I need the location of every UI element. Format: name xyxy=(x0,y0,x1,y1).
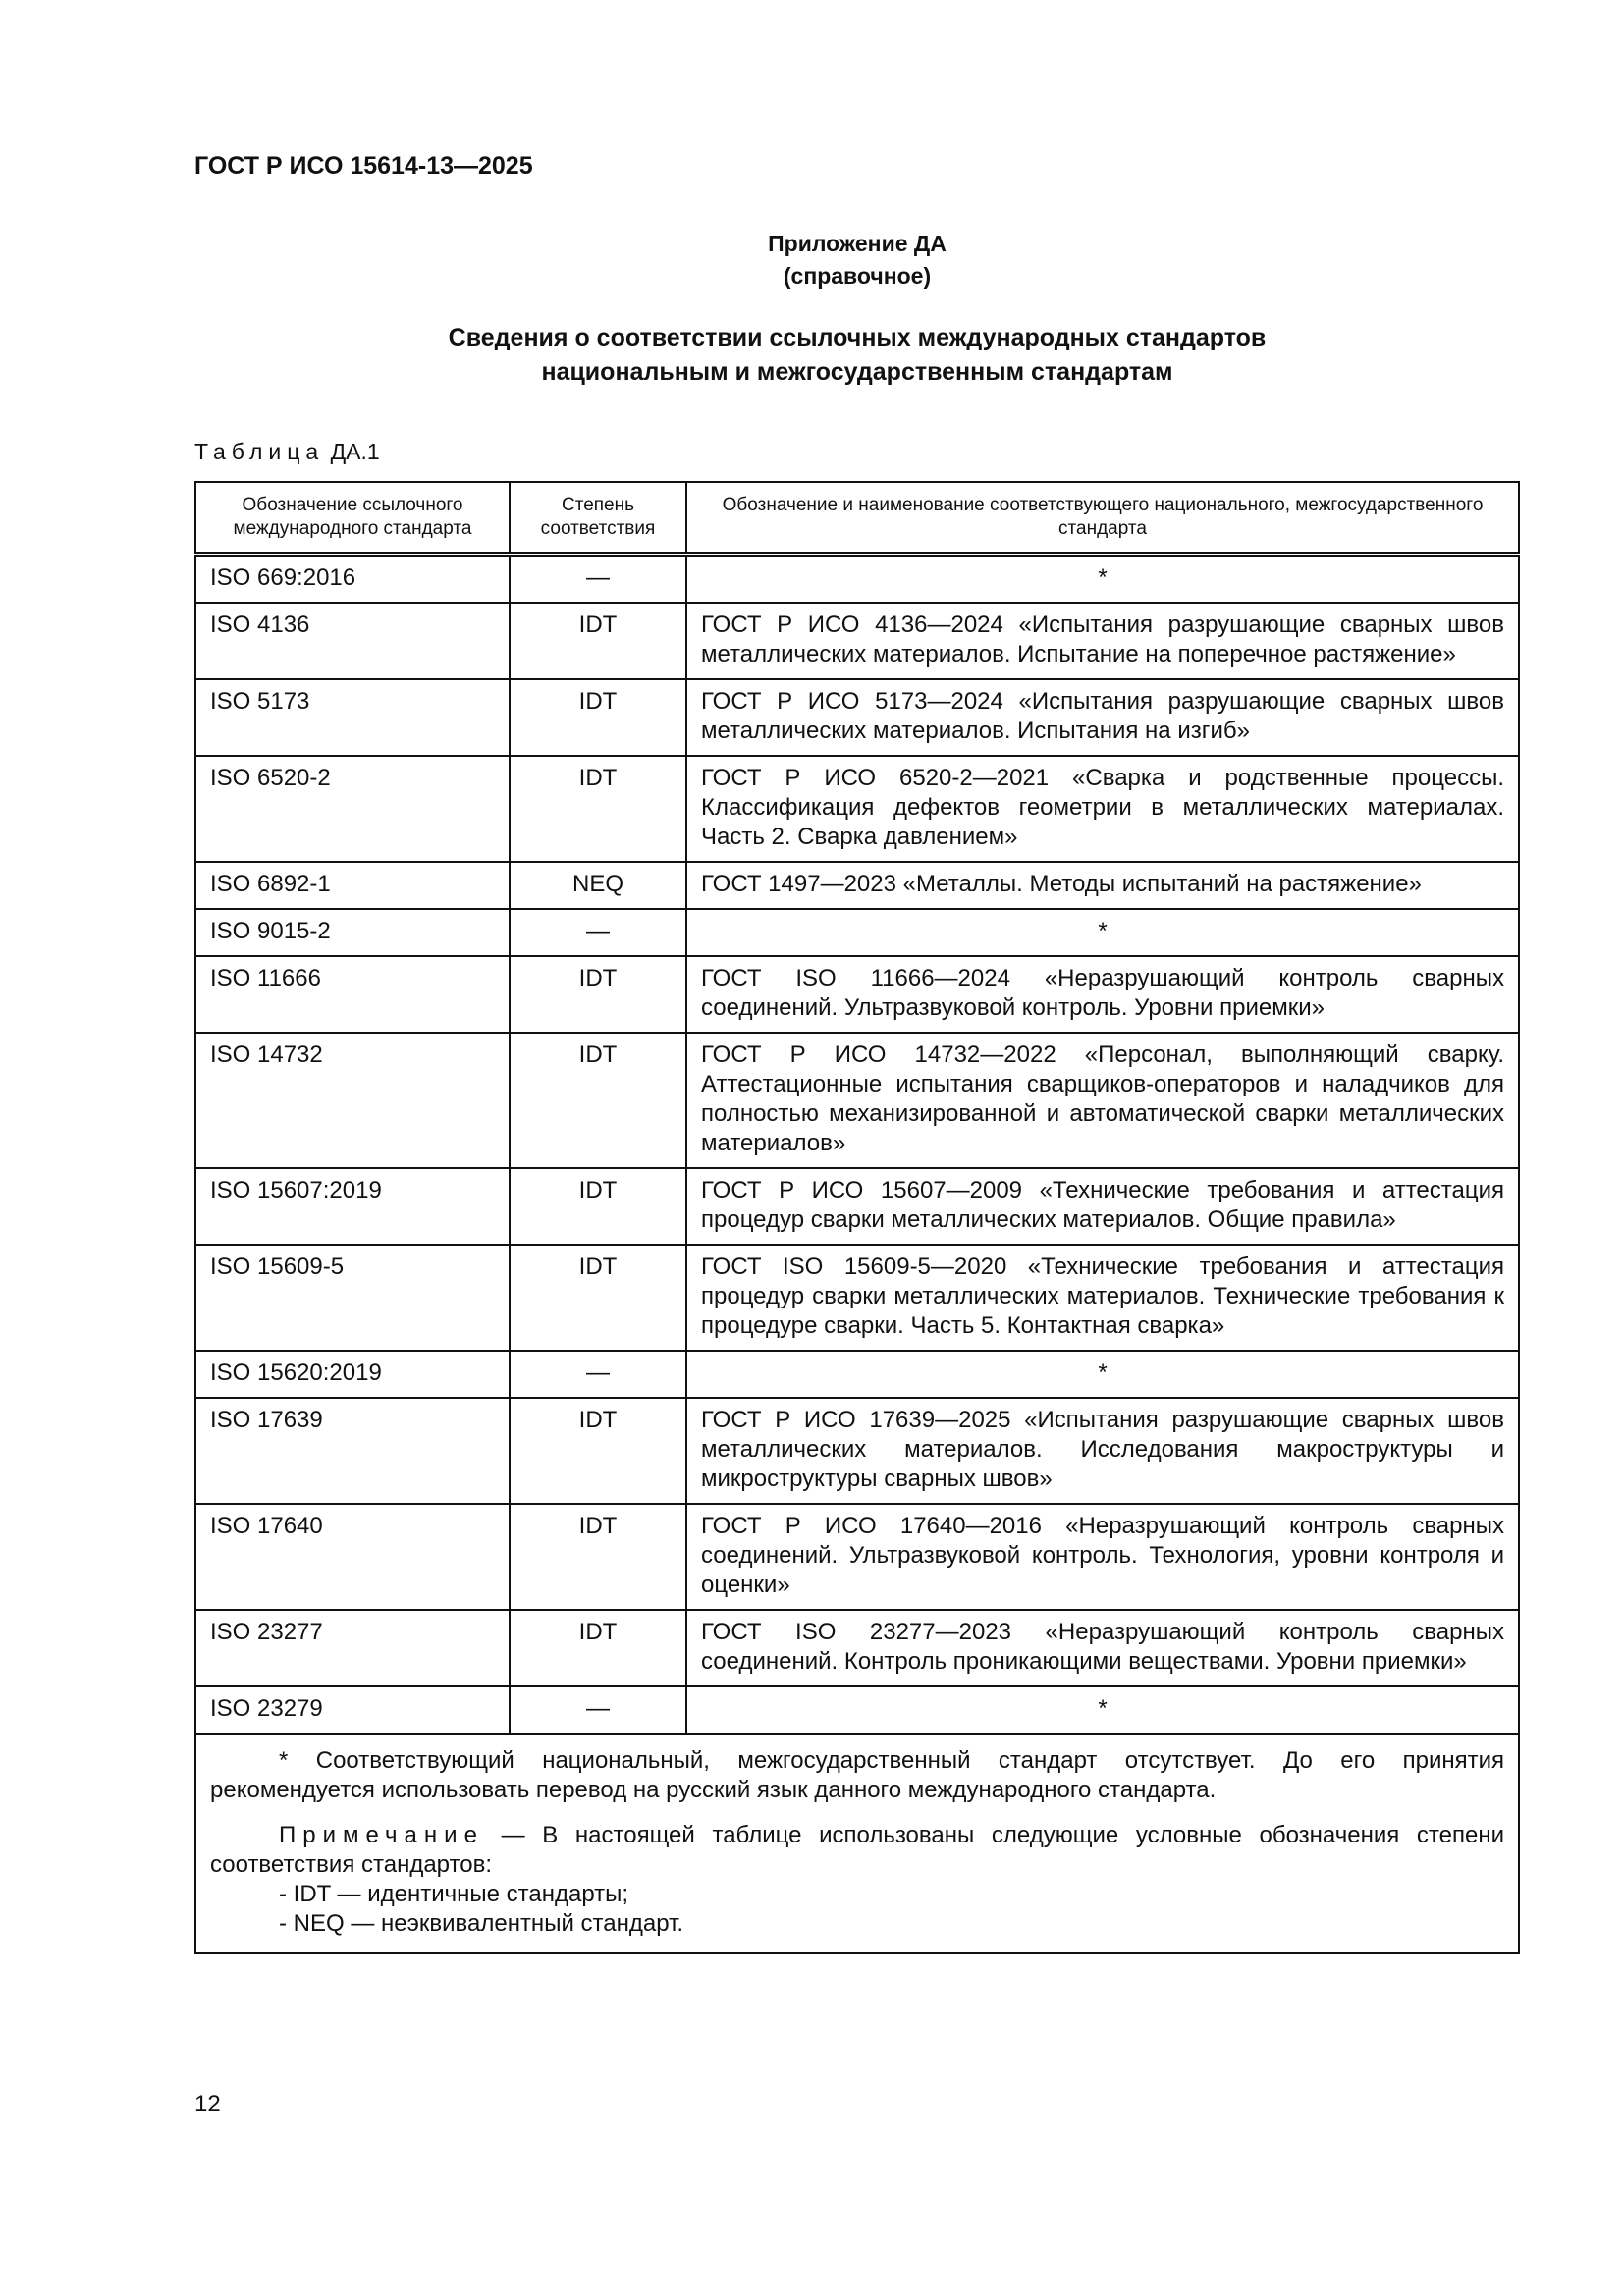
national-standard-cell: ГОСТ Р ИСО 5173—2024 «Испытания разрушаю… xyxy=(685,678,1520,757)
national-standard-cell: ГОСТ Р ИСО 4136—2024 «Испытания разрушаю… xyxy=(685,602,1520,680)
degree-cell: IDT xyxy=(509,755,687,863)
appendix-type: (справочное) xyxy=(783,263,932,289)
column-header-degree: Степень соответствия xyxy=(509,481,687,557)
appendix-name: Приложение ДА xyxy=(768,231,947,256)
reference-cell: ISO 5173 xyxy=(194,678,511,757)
table-footnote-row: * Соответствующий национальный, межгосуд… xyxy=(194,1733,1520,1954)
degree-cell: IDT xyxy=(509,602,687,680)
degree-cell: IDT xyxy=(509,1397,687,1505)
degree-cell: — xyxy=(509,908,687,957)
degree-cell: IDT xyxy=(509,1503,687,1611)
degree-cell: IDT xyxy=(509,1244,687,1352)
page-number: 12 xyxy=(194,2091,221,2117)
table-row: ISO 17640 IDT ГОСТ Р ИСО 17640—2016 «Нераз… xyxy=(194,1503,1520,1611)
table-row: ISO 17639 IDT ГОСТ Р ИСО 17639—2025 «Испыт… xyxy=(194,1397,1520,1505)
national-standard-cell: ГОСТ Р ИСО 15607—2009 «Технические требо… xyxy=(685,1167,1520,1246)
table-row: ISO 23277 IDT ГОСТ ISO 23277—2023 «Неразру… xyxy=(194,1609,1520,1687)
reference-cell: ISO 17640 xyxy=(194,1503,511,1611)
table-row: ISO 6520-2 IDT ГОСТ Р ИСО 6520-2—2021 «Сва… xyxy=(194,755,1520,863)
note-item-neq: - NEQ — неэквивалентный стандарт. xyxy=(279,1910,684,1937)
note-label: Примечание xyxy=(279,1822,484,1848)
reference-cell: ISO 6892-1 xyxy=(194,861,511,910)
reference-cell: ISO 11666 xyxy=(194,955,511,1034)
reference-cell: ISO 23279 xyxy=(194,1685,511,1735)
reference-cell: ISO 9015-2 xyxy=(194,908,511,957)
table-row: ISO 6892-1 NEQ ГОСТ 1497—2023 «Металлы. Ме… xyxy=(194,861,1520,910)
column-header-reference: Обозначение ссылочного международного ст… xyxy=(194,481,511,557)
note: Примечание — В настоящей таблице использ… xyxy=(210,1821,1504,1880)
reference-cell: ISO 6520-2 xyxy=(194,755,511,863)
national-standard-cell: * xyxy=(685,908,1520,957)
degree-cell: IDT xyxy=(509,1032,687,1169)
national-standard-cell: ГОСТ ISO 15609-5—2020 «Технические требо… xyxy=(685,1244,1520,1352)
degree-cell: — xyxy=(509,1685,687,1735)
national-standard-cell: * xyxy=(685,1685,1520,1735)
table-footnote-cell: * Соответствующий национальный, межгосуд… xyxy=(194,1733,1520,1954)
table-caption-word: Таблица xyxy=(194,439,325,464)
correspondence-table: Обозначение ссылочного международного ст… xyxy=(194,481,1520,1954)
table-row: ISO 11666 IDT ГОСТ ISO 11666—2024 «Неразру… xyxy=(194,955,1520,1034)
national-standard-cell: ГОСТ ISO 11666—2024 «Неразрушающий контр… xyxy=(685,955,1520,1034)
degree-cell: — xyxy=(509,553,687,604)
document-id: ГОСТ Р ИСО 15614-13—2025 xyxy=(194,152,533,180)
table-header-row: Обозначение ссылочного международного ст… xyxy=(194,481,1520,557)
heading-line-2: национальным и межгосударственным станда… xyxy=(541,358,1173,386)
reference-cell: ISO 15620:2019 xyxy=(194,1350,511,1399)
reference-cell: ISO 4136 xyxy=(194,602,511,680)
table-row: ISO 9015-2— * xyxy=(194,908,1520,957)
note-item-idt: - IDT — идентичные стандарты; xyxy=(279,1881,629,1907)
national-standard-cell: ГОСТ 1497—2023 «Металлы. Методы испытани… xyxy=(685,861,1520,910)
table-row: ISO 14732 IDT ГОСТ Р ИСО 14732—2022 «Персо… xyxy=(194,1032,1520,1169)
table-row: ISO 669:2016— * xyxy=(194,553,1520,604)
table-row: ISO 15620:2019— * xyxy=(194,1350,1520,1399)
degree-cell: NEQ xyxy=(509,861,687,910)
reference-cell: ISO 23277 xyxy=(194,1609,511,1687)
national-standard-cell: * xyxy=(685,553,1520,604)
table-caption-number: ДА.1 xyxy=(330,439,380,464)
table-caption: Таблица ДА.1 xyxy=(194,439,380,465)
degree-cell: IDT xyxy=(509,1167,687,1246)
table-row: ISO 15609-5 IDT ГОСТ ISO 15609-5—2020 «Тех… xyxy=(194,1244,1520,1352)
national-standard-cell: ГОСТ Р ИСО 6520-2—2021 «Сварка и родстве… xyxy=(685,755,1520,863)
national-standard-cell: ГОСТ Р ИСО 17640—2016 «Неразрушающий кон… xyxy=(685,1503,1520,1611)
reference-cell: ISO 669:2016 xyxy=(194,553,511,604)
table-row: ISO 4136 IDT ГОСТ Р ИСО 4136—2024 «Испытан… xyxy=(194,602,1520,680)
table-row: ISO 23279— * xyxy=(194,1685,1520,1735)
reference-cell: ISO 15609-5 xyxy=(194,1244,511,1352)
national-standard-cell: ГОСТ ISO 23277—2023 «Неразрушающий контр… xyxy=(685,1609,1520,1687)
degree-cell: IDT xyxy=(509,955,687,1034)
section-heading: Сведения о соответствии ссылочных междун… xyxy=(194,321,1520,390)
note-text: — В настоящей таблице использованы следу… xyxy=(210,1822,1504,1878)
column-header-national: Обозначение и наименование соответствующ… xyxy=(685,481,1520,557)
reference-cell: ISO 15607:2019 xyxy=(194,1167,511,1246)
table-row: ISO 15607:2019 IDT ГОСТ Р ИСО 15607—2009 «… xyxy=(194,1167,1520,1246)
national-standard-cell: ГОСТ Р ИСО 14732—2022 «Персонал, выполня… xyxy=(685,1032,1520,1169)
degree-cell: IDT xyxy=(509,1609,687,1687)
heading-line-1: Сведения о соответствии ссылочных междун… xyxy=(448,324,1267,351)
table-row: ISO 5173 IDT ГОСТ Р ИСО 5173—2024 «Испытан… xyxy=(194,678,1520,757)
national-standard-cell: ГОСТ Р ИСО 17639—2025 «Испытания разруша… xyxy=(685,1397,1520,1505)
national-standard-cell: * xyxy=(685,1350,1520,1399)
appendix-title: Приложение ДА (справочное) xyxy=(194,228,1520,293)
degree-cell: IDT xyxy=(509,678,687,757)
reference-cell: ISO 17639 xyxy=(194,1397,511,1505)
footnote: * Соответствующий национальный, межгосуд… xyxy=(210,1747,1504,1803)
degree-cell: — xyxy=(509,1350,687,1399)
reference-cell: ISO 14732 xyxy=(194,1032,511,1169)
